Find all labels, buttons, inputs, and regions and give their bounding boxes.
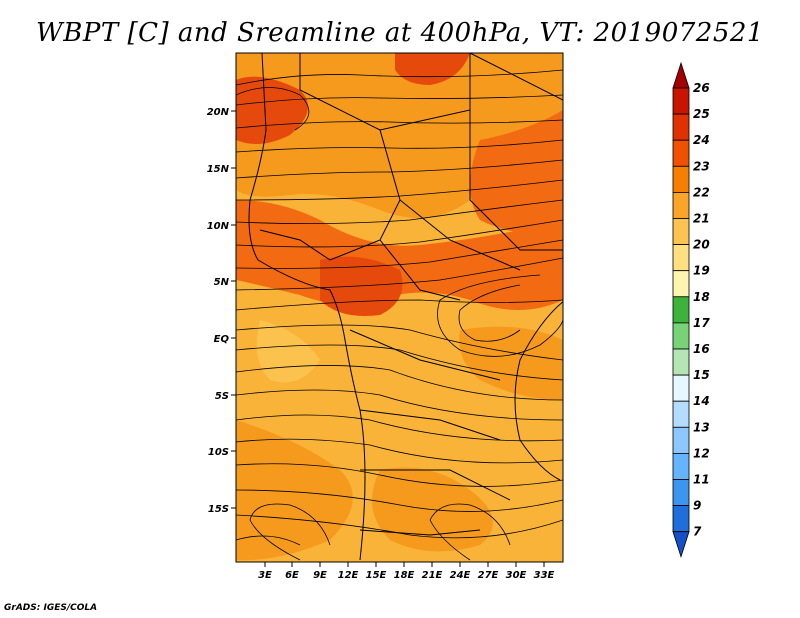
lat-label: 10S xyxy=(208,447,229,458)
lon-label: 27E xyxy=(478,570,499,581)
lat-label: 20N xyxy=(207,107,230,118)
colorbar-segment xyxy=(672,452,690,480)
colorbar-label: 12 xyxy=(693,446,710,460)
colorbar-segment xyxy=(672,244,690,272)
lon-label: 30E xyxy=(506,570,527,581)
lon-label: 12E xyxy=(338,570,359,581)
colorbar-label: 25 xyxy=(693,107,710,121)
field-southwest-band xyxy=(236,420,353,561)
colorbar-segment xyxy=(672,348,690,376)
field-lake-band xyxy=(459,326,563,400)
colorbar-segment xyxy=(672,218,690,246)
colorbar-segment xyxy=(672,165,690,193)
colorbar-label: 11 xyxy=(693,473,710,487)
chart-title: WBPT [C] and Sreamline at 400hPa, VT: 20… xyxy=(36,18,764,48)
colorbar-label: 20 xyxy=(693,238,710,252)
lon-label: 3E xyxy=(258,570,272,581)
colorbar-segment xyxy=(672,505,690,533)
streamlines xyxy=(236,69,563,561)
colorbar-label: 18 xyxy=(693,290,710,304)
colorbar-label: 16 xyxy=(693,342,710,356)
lon-label: 15E xyxy=(366,570,387,581)
lon-label: 6E xyxy=(285,570,299,581)
colorbar-segment xyxy=(672,400,690,428)
lat-label: 5S xyxy=(215,391,229,402)
field-congo-peak xyxy=(320,256,403,316)
lon-label: 9E xyxy=(313,570,327,581)
credit-text: GrADS: IGES/COLA xyxy=(4,603,98,613)
lon-label: 24E xyxy=(450,570,471,581)
field-northwest-peak xyxy=(236,76,308,144)
field-equatorial-band xyxy=(236,200,563,310)
lat-label: 5N xyxy=(214,277,230,288)
colorbar-segment xyxy=(672,479,690,507)
lon-label: 33E xyxy=(534,570,555,581)
colorbar-label: 26 xyxy=(693,81,710,95)
colorbar-label: 13 xyxy=(693,420,710,434)
colorbar-label: 24 xyxy=(693,133,710,147)
colorbar-label: 22 xyxy=(693,185,710,199)
lon-label: 21E xyxy=(422,570,443,581)
temperature-field xyxy=(236,53,563,562)
lat-label: EQ xyxy=(214,334,230,345)
lat-label: 15S xyxy=(208,504,229,515)
lat-axis: 20N 15N 10N 5N EQ 5S 10S 15S xyxy=(207,107,236,515)
colorbar-segment xyxy=(672,426,690,454)
colorbar-segment xyxy=(672,322,690,350)
coastlines xyxy=(248,53,563,561)
colorbar-segment xyxy=(672,139,690,167)
colorbar-segment xyxy=(672,87,690,115)
colorbar-segment xyxy=(672,374,690,402)
colorbar: 26 25 24 23 22 21 20 19 18 17 16 15 14 13 12 11 9 7 xyxy=(672,61,710,559)
colorbar-label: 17 xyxy=(693,316,710,330)
map-frame xyxy=(235,52,564,563)
colorbar-bottom-arrow xyxy=(672,531,690,559)
lon-label: 18E xyxy=(394,570,415,581)
colorbar-label: 7 xyxy=(693,525,702,539)
field-cool-patch xyxy=(256,320,320,383)
colorbar-segment xyxy=(672,113,690,141)
colorbar-segment xyxy=(672,270,690,298)
colorbar-label: 21 xyxy=(693,212,710,226)
colorbar-label: 9 xyxy=(693,499,701,513)
lat-label: 10N xyxy=(207,221,230,232)
lat-label: 15N xyxy=(207,164,230,175)
lon-axis: 3E 6E 9E 12E 15E 18E 21E 24E 27E 30E 33E xyxy=(258,562,555,581)
colorbar-label: 14 xyxy=(693,394,710,408)
colorbar-segment xyxy=(672,191,690,219)
colorbar-segment xyxy=(672,296,690,324)
colorbar-label: 19 xyxy=(693,264,710,278)
colorbar-label: 15 xyxy=(693,368,710,382)
colorbar-top-arrow xyxy=(672,61,690,89)
colorbar-label: 23 xyxy=(693,159,710,173)
